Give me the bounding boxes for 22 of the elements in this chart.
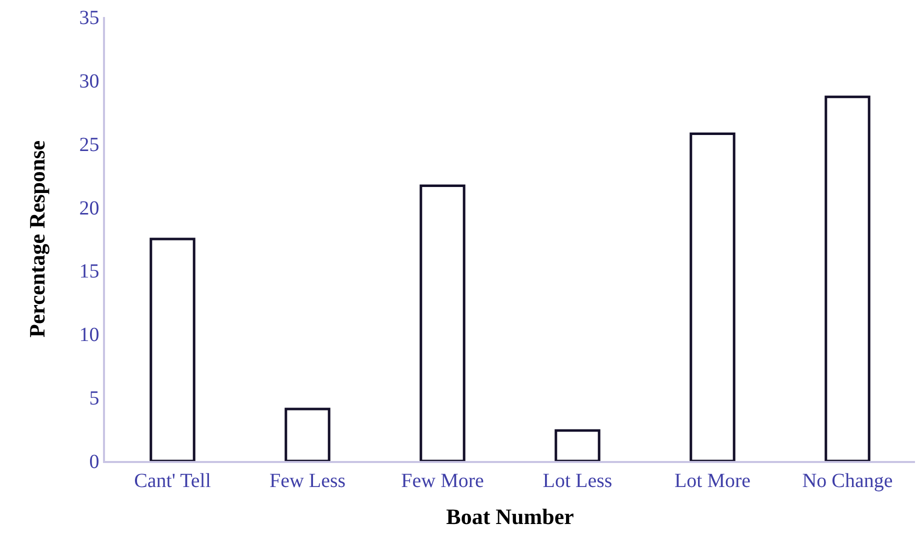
y-tick-label: 10: [79, 324, 100, 346]
bar: [554, 429, 600, 461]
bar: [824, 96, 870, 461]
x-axis-title: Boat Number: [446, 504, 574, 530]
bar: [284, 408, 330, 461]
x-tick-label: Lot More: [674, 470, 751, 492]
x-tick-label: Lot Less: [542, 470, 612, 492]
x-tick-label: Few More: [401, 470, 484, 492]
bar: [420, 184, 466, 461]
y-tick-label: 35: [79, 7, 100, 29]
x-tick-label: No Change: [802, 470, 893, 492]
bar: [690, 132, 736, 461]
y-axis-title: Percentage Response: [24, 140, 50, 338]
y-tick-label: 20: [79, 197, 100, 220]
y-tick-label: 5: [89, 388, 100, 410]
y-tick-label: 15: [79, 260, 100, 283]
y-tick-label: 30: [79, 70, 100, 92]
bar: [150, 238, 196, 461]
x-tick-label: Cant' Tell: [134, 470, 212, 492]
y-tick-label: 25: [79, 134, 100, 156]
x-tick-label: Few Less: [269, 470, 346, 492]
y-tick-label: 0: [89, 451, 100, 473]
